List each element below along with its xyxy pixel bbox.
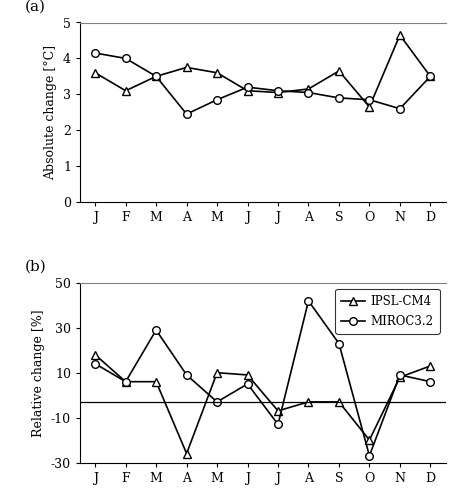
MIROC3.2 — [245, 381, 250, 387]
MIROC3.2 — [184, 372, 189, 378]
IPSL-CM4 — [184, 450, 189, 456]
Text: (b): (b) — [25, 260, 47, 274]
MIROC3.2 — [214, 399, 220, 405]
IPSL-CM4 — [92, 352, 98, 358]
Legend: IPSL-CM4, MIROC3.2: IPSL-CM4, MIROC3.2 — [335, 289, 440, 334]
MIROC3.2 — [154, 327, 159, 333]
IPSL-CM4 — [367, 437, 372, 443]
MIROC3.2 — [306, 298, 311, 304]
IPSL-CM4 — [336, 399, 342, 405]
MIROC3.2 — [123, 378, 128, 384]
MIROC3.2 — [428, 378, 433, 384]
IPSL-CM4 — [306, 399, 311, 405]
IPSL-CM4 — [123, 378, 128, 384]
Text: (a): (a) — [25, 0, 46, 14]
Line: IPSL-CM4: IPSL-CM4 — [91, 351, 434, 458]
MIROC3.2 — [397, 372, 403, 378]
IPSL-CM4 — [428, 363, 433, 369]
IPSL-CM4 — [214, 370, 220, 376]
MIROC3.2 — [275, 422, 281, 428]
Y-axis label: Absolute change [°C]: Absolute change [°C] — [44, 44, 58, 180]
Y-axis label: Relative change [%]: Relative change [%] — [32, 309, 45, 436]
IPSL-CM4 — [245, 372, 250, 378]
MIROC3.2 — [336, 340, 342, 346]
Line: MIROC3.2: MIROC3.2 — [91, 297, 434, 460]
MIROC3.2 — [367, 453, 372, 459]
MIROC3.2 — [92, 360, 98, 366]
IPSL-CM4 — [154, 378, 159, 384]
IPSL-CM4 — [275, 408, 281, 414]
IPSL-CM4 — [397, 374, 403, 380]
